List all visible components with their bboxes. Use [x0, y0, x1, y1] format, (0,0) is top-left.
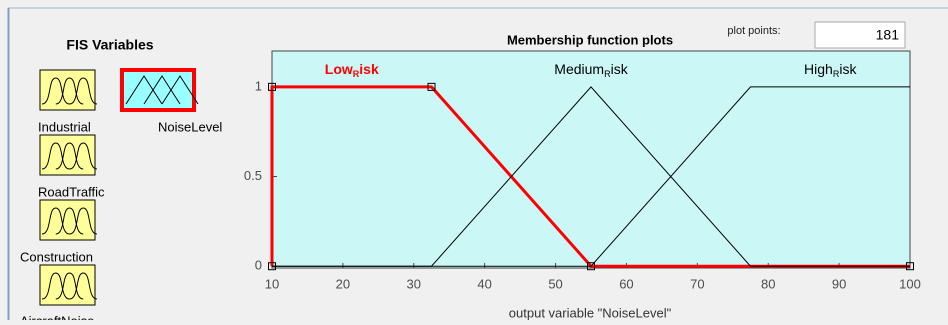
mf-label-part: isk — [611, 61, 629, 77]
x-tick-label: 40 — [477, 276, 491, 291]
membership-function[interactable] — [270, 85, 910, 268]
mf-label-part: High — [804, 61, 833, 77]
icon-curve[interactable] — [55, 207, 84, 235]
variable-label[interactable]: Construction — [20, 249, 93, 264]
mf-label-part: R — [833, 69, 840, 79]
x-tick-label: 20 — [336, 276, 350, 291]
mf-label-part: isk — [839, 61, 857, 77]
variable-label[interactable]: RoadTraffic — [38, 184, 105, 199]
panel-title: FIS Variables — [66, 37, 153, 53]
fis-variable[interactable]: Construction — [20, 199, 98, 264]
x-tick-label: 100 — [899, 276, 921, 291]
x-tick-label: 60 — [619, 276, 633, 291]
x-tick-label: 50 — [548, 276, 562, 291]
membership-function[interactable] — [272, 86, 910, 267]
icon-curve[interactable] — [41, 142, 70, 170]
x-tick-label: 80 — [761, 276, 775, 291]
icon-curve[interactable] — [69, 272, 98, 300]
icon-curve[interactable] — [55, 142, 84, 170]
x-axis-label: output variable "NoiseLevel" — [509, 305, 672, 320]
icon-curve[interactable] — [125, 75, 163, 105]
icon-curve[interactable] — [41, 207, 70, 235]
mf-label-part: R — [353, 69, 360, 79]
x-tick-label: 70 — [690, 276, 704, 291]
icon-curve[interactable] — [41, 272, 70, 300]
y-tick-label: 0 — [255, 258, 262, 273]
fis-variable[interactable]: RoadTraffic — [38, 134, 105, 199]
plot-area — [271, 50, 911, 269]
y-tick-label: 1 — [255, 78, 262, 93]
variable-label[interactable]: NoiseLevel — [158, 119, 222, 134]
icon-curve[interactable] — [69, 77, 98, 105]
icon-curve[interactable] — [41, 77, 70, 105]
variable-label[interactable]: Industrial — [38, 119, 91, 134]
variable-icon[interactable] — [120, 68, 196, 112]
icon-curve[interactable] — [55, 272, 84, 300]
fis-variable[interactable]: Industrial — [38, 69, 98, 134]
x-tick-label: 90 — [832, 276, 846, 291]
mf-label-part: Medium — [554, 61, 604, 77]
plot-points-label: plot points: — [727, 25, 780, 37]
x-tick-label: 30 — [407, 276, 421, 291]
mf-label-part: isk — [359, 61, 379, 77]
icon-curve[interactable] — [161, 75, 199, 105]
y-tick-label: 0.5 — [244, 168, 262, 183]
x-tick-label: 10 — [265, 276, 279, 291]
vertex-marker[interactable] — [427, 82, 436, 91]
fis-variable[interactable]: NoiseLevel — [120, 68, 222, 134]
mf-label[interactable]: LowRisk — [325, 61, 379, 80]
icon-curve[interactable] — [69, 142, 98, 170]
fis-variable[interactable]: AircraftNoise — [20, 264, 98, 325]
mf-label-part: R — [604, 69, 611, 79]
variable-label[interactable]: AircraftNoise — [20, 313, 94, 325]
icon-curve[interactable] — [69, 207, 98, 235]
mf-label[interactable]: MediumRisk — [554, 61, 628, 80]
icon-curve[interactable] — [55, 77, 84, 105]
chart-title: Membership function plots — [507, 32, 673, 47]
mf-label[interactable]: HighRisk — [804, 61, 857, 80]
vertex-marker[interactable] — [268, 82, 276, 91]
plot-points-value[interactable]: 181 — [876, 27, 900, 43]
plot-points-input[interactable] — [814, 21, 906, 49]
icon-curve[interactable] — [143, 75, 181, 105]
mf-label-part: Low — [325, 61, 353, 77]
